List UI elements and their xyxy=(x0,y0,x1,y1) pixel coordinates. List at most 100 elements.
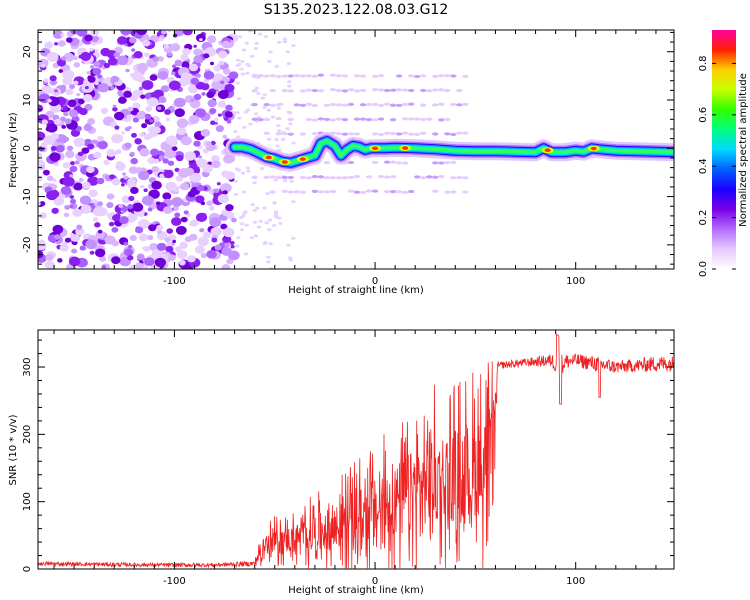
noise-speckle xyxy=(221,264,231,269)
noise-speckle xyxy=(77,151,84,157)
noise-speckle xyxy=(89,47,94,52)
noise-speckle xyxy=(97,82,110,93)
sidelobe-stripe xyxy=(462,102,469,106)
sidelobe-stripe xyxy=(456,103,463,107)
sidelobe-stripe xyxy=(275,103,282,107)
noise-speckle xyxy=(183,210,189,215)
noise-speckle xyxy=(198,158,208,167)
sidelobe-stripe xyxy=(450,74,457,78)
colorbar-tick-label: 0.4 xyxy=(698,158,709,174)
noise-speckle xyxy=(216,182,221,186)
noise-speckle xyxy=(235,58,241,62)
noise-speckle xyxy=(245,108,251,112)
noise-speckle xyxy=(252,181,257,185)
noise-speckle xyxy=(171,217,182,226)
noise-speckle xyxy=(184,236,192,243)
sidelobe-stripe xyxy=(371,132,379,136)
noise-speckle xyxy=(90,204,96,209)
noise-speckle xyxy=(80,204,92,214)
sidelobe-stripe xyxy=(251,102,258,107)
sidelobe-stripe xyxy=(347,102,355,107)
noise-speckle xyxy=(200,82,210,91)
noise-speckle xyxy=(174,246,182,252)
noise-speckle xyxy=(96,177,105,185)
noise-speckle xyxy=(270,115,276,119)
sidelobe-stripe xyxy=(438,118,445,122)
noise-speckle xyxy=(55,144,65,153)
noise-speckle xyxy=(258,219,263,223)
sidelobe-stripe xyxy=(323,190,331,194)
noise-speckle xyxy=(151,167,156,171)
noise-speckle xyxy=(211,76,220,83)
sidelobe-stripe xyxy=(395,190,403,194)
snr-xlabel: Height of straight line (km) xyxy=(288,585,424,596)
noise-speckle xyxy=(139,148,150,157)
sidelobe-stripe xyxy=(305,117,313,122)
noise-speckle xyxy=(130,186,139,195)
sidelobe-stripe xyxy=(377,103,385,107)
sidelobe-stripe xyxy=(281,175,288,180)
sidelobe-stripe xyxy=(353,74,361,78)
sidelobe-stripe xyxy=(401,190,409,194)
noise-speckle xyxy=(157,70,169,80)
sidelobe-stripe xyxy=(450,102,457,107)
noise-speckle xyxy=(38,58,49,68)
noise-speckle xyxy=(288,122,293,126)
noise-speckle xyxy=(188,115,200,125)
noise-speckle xyxy=(137,219,150,229)
noise-speckle xyxy=(44,41,53,49)
spectrogram-ytick-label: -20 xyxy=(22,237,33,253)
noise-speckle xyxy=(222,227,235,238)
noise-speckle xyxy=(101,264,107,269)
noise-speckle xyxy=(62,162,71,169)
noise-speckle xyxy=(49,152,61,162)
noise-speckle xyxy=(227,250,240,261)
noise-speckle xyxy=(255,206,260,210)
noise-speckle xyxy=(203,78,209,84)
noise-speckle xyxy=(222,134,227,139)
noise-speckle xyxy=(119,216,129,225)
noise-speckle xyxy=(214,117,219,122)
sidelobe-stripe xyxy=(413,175,421,179)
noise-speckle xyxy=(52,224,64,234)
sidelobe-stripe xyxy=(395,74,403,78)
noise-speckle xyxy=(231,217,237,223)
noise-speckle xyxy=(248,122,253,126)
noise-speckle xyxy=(133,50,143,59)
noise-speckle xyxy=(113,111,125,121)
noise-speckle xyxy=(123,248,134,257)
noise-speckle xyxy=(97,135,104,142)
sidelobe-stripe xyxy=(287,89,294,93)
noise-speckle xyxy=(41,119,48,125)
noise-speckle xyxy=(262,93,267,97)
sidelobe-stripe xyxy=(401,161,409,165)
noise-speckle xyxy=(49,75,57,82)
sidelobe-stripe xyxy=(347,189,355,193)
noise-speckle xyxy=(233,179,238,183)
noise-speckle xyxy=(153,158,160,164)
noise-speckle xyxy=(221,40,231,49)
sidelobe-stripe xyxy=(401,117,409,121)
noise-speckle xyxy=(174,108,185,117)
noise-speckle xyxy=(106,202,114,209)
sidelobe-stripe xyxy=(329,88,337,92)
noise-speckle xyxy=(138,86,144,91)
noise-speckle xyxy=(47,86,53,92)
noise-speckle xyxy=(193,93,202,101)
noise-speckle xyxy=(106,149,116,158)
noise-speckle xyxy=(93,61,101,67)
sidelobe-stripe xyxy=(359,103,367,107)
noise-speckle xyxy=(38,131,46,141)
sidelobe-stripe xyxy=(341,132,349,136)
noise-speckle xyxy=(276,124,281,128)
sidelobe-stripe xyxy=(420,74,427,78)
sidelobe-stripe xyxy=(401,131,409,135)
noise-speckle xyxy=(74,160,80,165)
sidelobe-stripe xyxy=(335,117,343,121)
noise-speckle xyxy=(224,111,233,118)
noise-speckle xyxy=(118,96,127,104)
sidelobe-stripe xyxy=(420,88,427,93)
noise-speckle xyxy=(63,111,69,117)
sidelobe-stripe xyxy=(389,160,397,164)
